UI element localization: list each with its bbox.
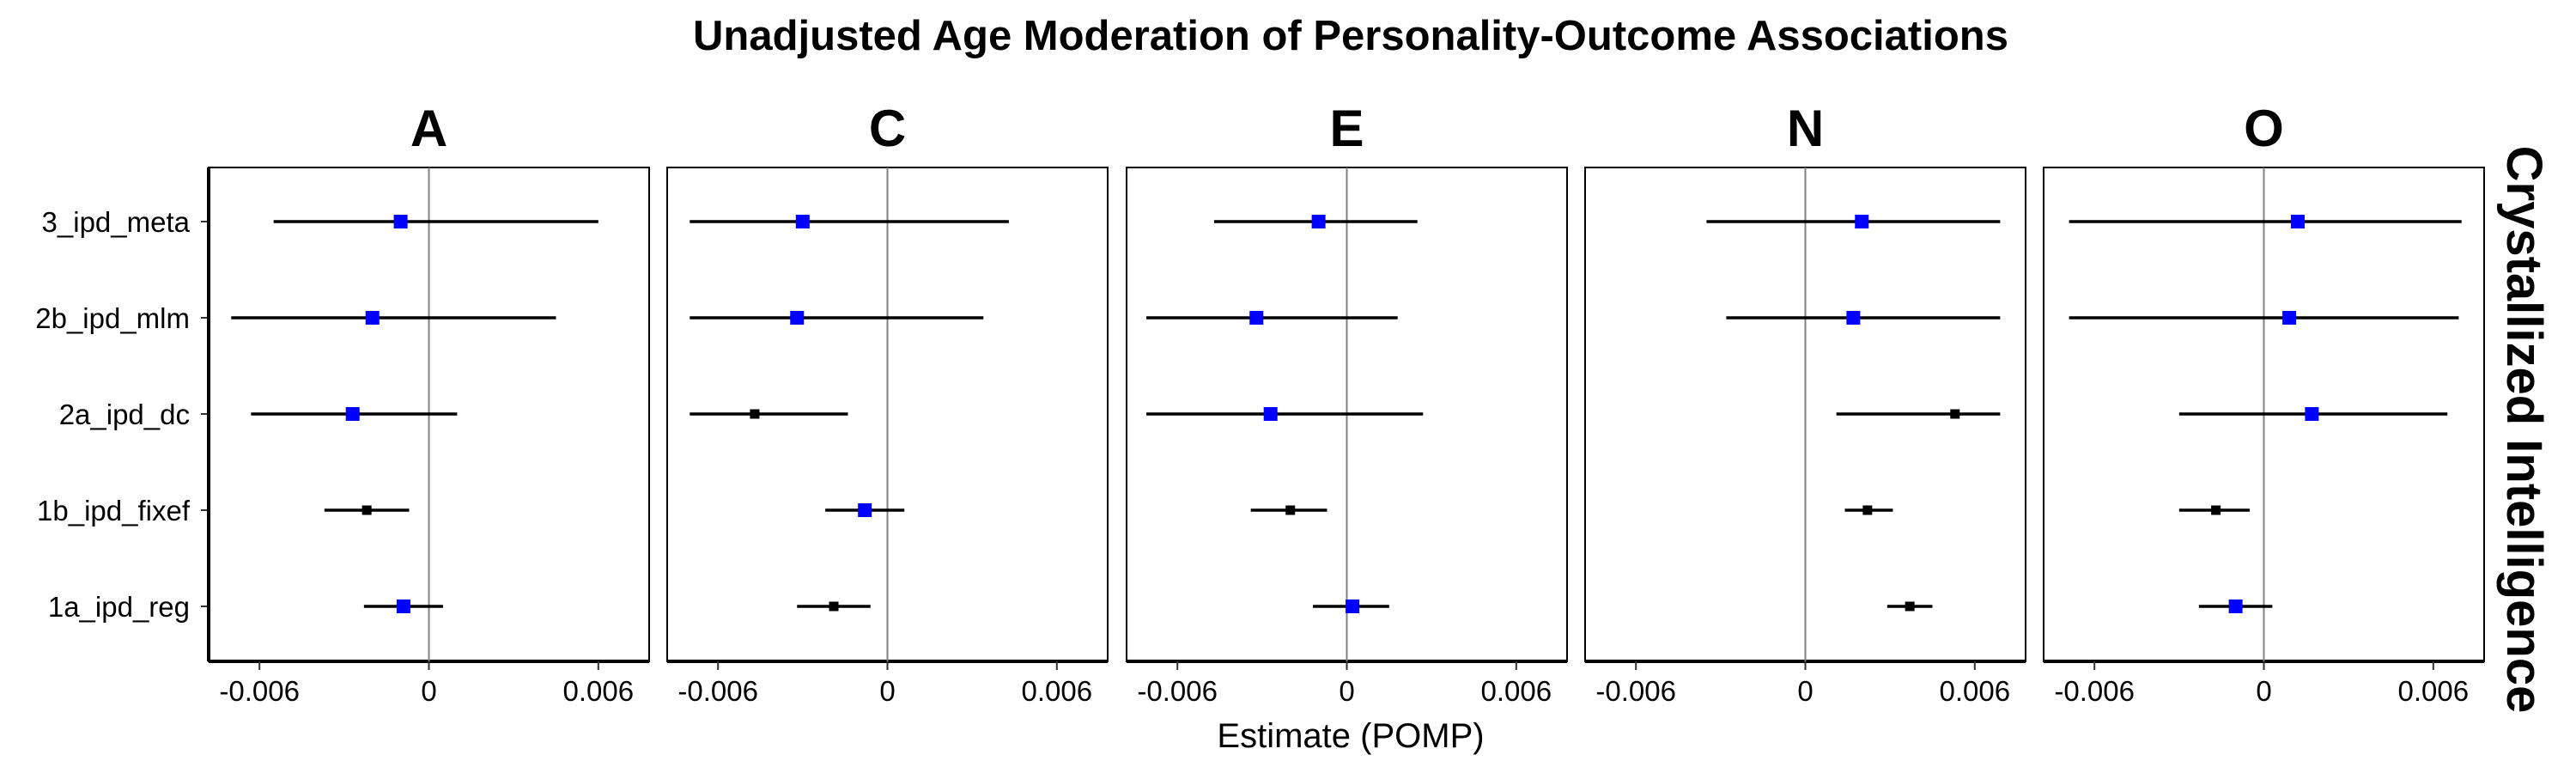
- estimate-point: [795, 215, 810, 228]
- facet-panel-N: N -0.006 0 0.006: [1584, 100, 2026, 707]
- x-tick-label: 0.006: [563, 675, 635, 707]
- estimate-point: [1905, 601, 1915, 612]
- estimate-point: [393, 215, 408, 228]
- x-tick-label: 0: [2256, 675, 2271, 707]
- estimate-point: [2305, 407, 2319, 421]
- estimate-point: [1285, 505, 1296, 515]
- estimate-point: [1846, 311, 1861, 325]
- x-tick-label: -0.006: [677, 675, 758, 707]
- x-tick-label: -0.006: [1595, 675, 1676, 707]
- facet-panel-A: A -0.006 0 0.006: [207, 100, 650, 707]
- estimate-point: [858, 503, 872, 517]
- x-tick-label: 0: [1797, 675, 1813, 707]
- facet-panel-O: O -0.006 0 0.006: [2043, 100, 2485, 707]
- estimate-point: [1263, 407, 1278, 421]
- estimate-point: [1855, 215, 1869, 228]
- facet-row-strip-label: Crystallized Intelligence: [2496, 146, 2552, 714]
- estimate-point: [790, 311, 805, 325]
- estimate-point: [396, 600, 410, 613]
- facet-panel-C: C -0.006 0 0.006: [666, 100, 1109, 707]
- estimate-point: [1311, 215, 1326, 228]
- facet-strip-label: O: [2244, 100, 2284, 157]
- x-tick-label: 0.006: [1022, 675, 1093, 707]
- estimate-point: [1346, 600, 1360, 613]
- estimate-point: [361, 505, 372, 515]
- x-tick-label: 0.006: [1940, 675, 2011, 707]
- x-tick-label: 0: [1339, 675, 1354, 707]
- estimate-point: [1862, 505, 1873, 515]
- y-tick-label: 1a_ipd_reg: [48, 591, 190, 623]
- y-tick-label: 2a_ipd_dc: [59, 399, 190, 430]
- x-tick-label: 0: [421, 675, 436, 707]
- estimate-point: [1249, 311, 1264, 325]
- x-tick-label: 0.006: [1481, 675, 1552, 707]
- facet-strip-label: N: [1787, 100, 1824, 157]
- estimate-point: [2211, 505, 2221, 515]
- x-tick-label: 0: [879, 675, 895, 707]
- y-tick-label: 2b_ipd_mlm: [35, 302, 190, 334]
- estimate-point: [750, 409, 760, 419]
- x-tick-label: 0.006: [2398, 675, 2470, 707]
- facet-panels: 3_ipd_meta 2b_ipd_mlm 2a_ipd_dc 1b_ipd_fixe…: [35, 100, 2485, 707]
- y-tick-label: 1b_ipd_fixef: [37, 495, 191, 526]
- estimate-point: [2228, 600, 2243, 613]
- x-tick-label: -0.006: [1137, 675, 1218, 707]
- estimate-point: [1950, 409, 1960, 419]
- facet-panel-E: E -0.006 0 0.006: [1126, 100, 1568, 707]
- x-axis-label: Estimate (POMP): [1217, 717, 1484, 755]
- y-tick-label: 3_ipd_meta: [42, 206, 191, 238]
- facet-strip-label: A: [410, 100, 447, 157]
- facet-strip-label: E: [1329, 100, 1364, 157]
- chart-title: Unadjusted Age Moderation of Personality…: [693, 13, 2008, 59]
- x-tick-label: -0.006: [219, 675, 300, 707]
- facet-strip-label: C: [869, 100, 906, 157]
- estimate-point: [829, 601, 839, 612]
- x-tick-label: -0.006: [2054, 675, 2135, 707]
- estimate-point: [2282, 311, 2297, 325]
- estimate-point: [365, 311, 380, 325]
- estimate-point: [2290, 215, 2305, 228]
- estimate-point: [345, 407, 360, 421]
